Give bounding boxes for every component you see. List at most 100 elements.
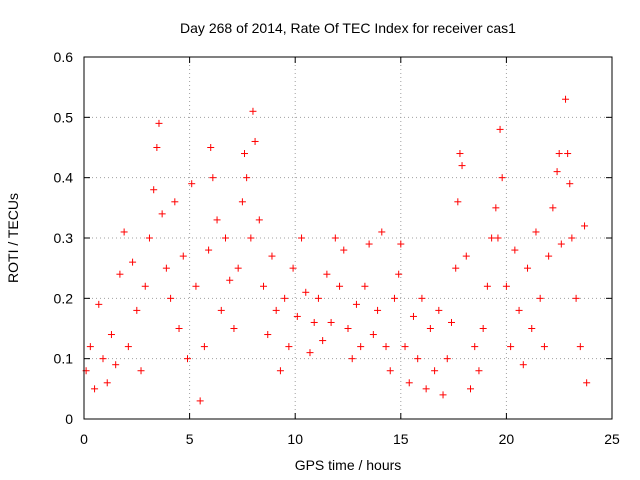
data-point (549, 204, 557, 212)
data-point (323, 270, 331, 278)
data-point (390, 294, 398, 302)
chart-title: Day 268 of 2014, Rate Of TEC Index for r… (180, 20, 516, 36)
data-point (374, 306, 382, 314)
data-point (340, 246, 348, 254)
data-point (95, 300, 103, 308)
data-point (479, 325, 487, 332)
data-point (285, 343, 293, 351)
data-point (268, 252, 276, 260)
x-tick-label: 20 (499, 431, 515, 447)
data-point (222, 234, 230, 242)
data-point (361, 282, 369, 290)
x-tick-label: 10 (287, 431, 303, 447)
data-point (167, 294, 175, 302)
x-tick-label: 0 (80, 431, 88, 447)
data-point (129, 258, 137, 266)
data-point (443, 355, 451, 363)
data-point (207, 144, 215, 151)
data-point (458, 162, 466, 170)
data-point (545, 252, 553, 260)
data-point (418, 294, 426, 302)
data-point (435, 306, 443, 314)
y-tick-label: 0.4 (54, 170, 74, 186)
axis-ticks (83, 56, 613, 420)
data-point (86, 343, 94, 351)
data-point (314, 294, 322, 302)
data-point (540, 343, 548, 351)
data-point (397, 240, 405, 248)
data-point (179, 252, 187, 260)
y-tick-label: 0.3 (54, 230, 74, 246)
data-point (365, 240, 373, 248)
y-tick-label: 0.6 (54, 49, 74, 65)
data-point (422, 385, 430, 393)
data-point (103, 379, 111, 387)
data-point (153, 144, 161, 151)
data-point (310, 318, 318, 326)
data-point (566, 180, 574, 188)
y-tick-label: 0.2 (54, 290, 74, 306)
data-point (264, 331, 272, 339)
data-point (133, 306, 141, 314)
data-point (145, 234, 153, 242)
data-point (401, 343, 409, 351)
data-point (281, 294, 289, 302)
data-point (426, 325, 434, 332)
data-point (249, 107, 257, 115)
data-points (82, 95, 591, 405)
data-point (553, 168, 561, 176)
data-point (137, 367, 145, 375)
data-point (120, 228, 128, 236)
data-point (171, 198, 179, 206)
grid-lines (84, 57, 612, 419)
y-tick-label: 0 (65, 411, 73, 427)
data-point (532, 228, 540, 236)
data-point (564, 150, 572, 158)
data-point (583, 379, 591, 387)
data-point (515, 306, 523, 314)
data-point (209, 174, 217, 182)
y-tick-label: 0.1 (54, 351, 74, 367)
data-point (414, 355, 422, 363)
data-point (395, 270, 403, 278)
data-point (462, 252, 470, 260)
x-tick-labels: 0 5 10 15 20 25 (80, 431, 620, 447)
data-point (327, 318, 335, 326)
data-point (557, 240, 565, 248)
x-tick-label: 25 (604, 431, 620, 447)
data-point (124, 343, 132, 351)
data-point (386, 367, 394, 375)
data-point (492, 204, 500, 212)
data-point (348, 355, 356, 363)
data-point (357, 343, 365, 351)
x-axis-label: GPS time / hours (295, 457, 402, 473)
data-point (226, 276, 234, 284)
data-point (502, 282, 510, 290)
data-point (247, 234, 255, 242)
data-point (217, 306, 225, 314)
data-point (272, 306, 280, 314)
data-point (528, 325, 536, 332)
data-point (466, 385, 474, 393)
data-point (251, 137, 259, 145)
data-point (175, 325, 183, 332)
data-point (298, 234, 306, 242)
data-point (483, 282, 491, 290)
data-point (576, 343, 584, 351)
data-point (162, 264, 170, 272)
data-point (568, 234, 576, 242)
data-point (238, 198, 246, 206)
data-point (562, 95, 570, 103)
data-point (243, 174, 251, 182)
data-point (293, 312, 301, 320)
data-point (496, 125, 504, 133)
data-point (234, 264, 242, 272)
data-point (306, 349, 314, 357)
data-point (200, 343, 208, 351)
data-point (255, 216, 263, 224)
data-point (475, 367, 483, 375)
data-point (439, 391, 447, 399)
y-tick-label: 0.5 (54, 109, 74, 125)
data-point (289, 264, 297, 272)
data-point (378, 228, 386, 236)
